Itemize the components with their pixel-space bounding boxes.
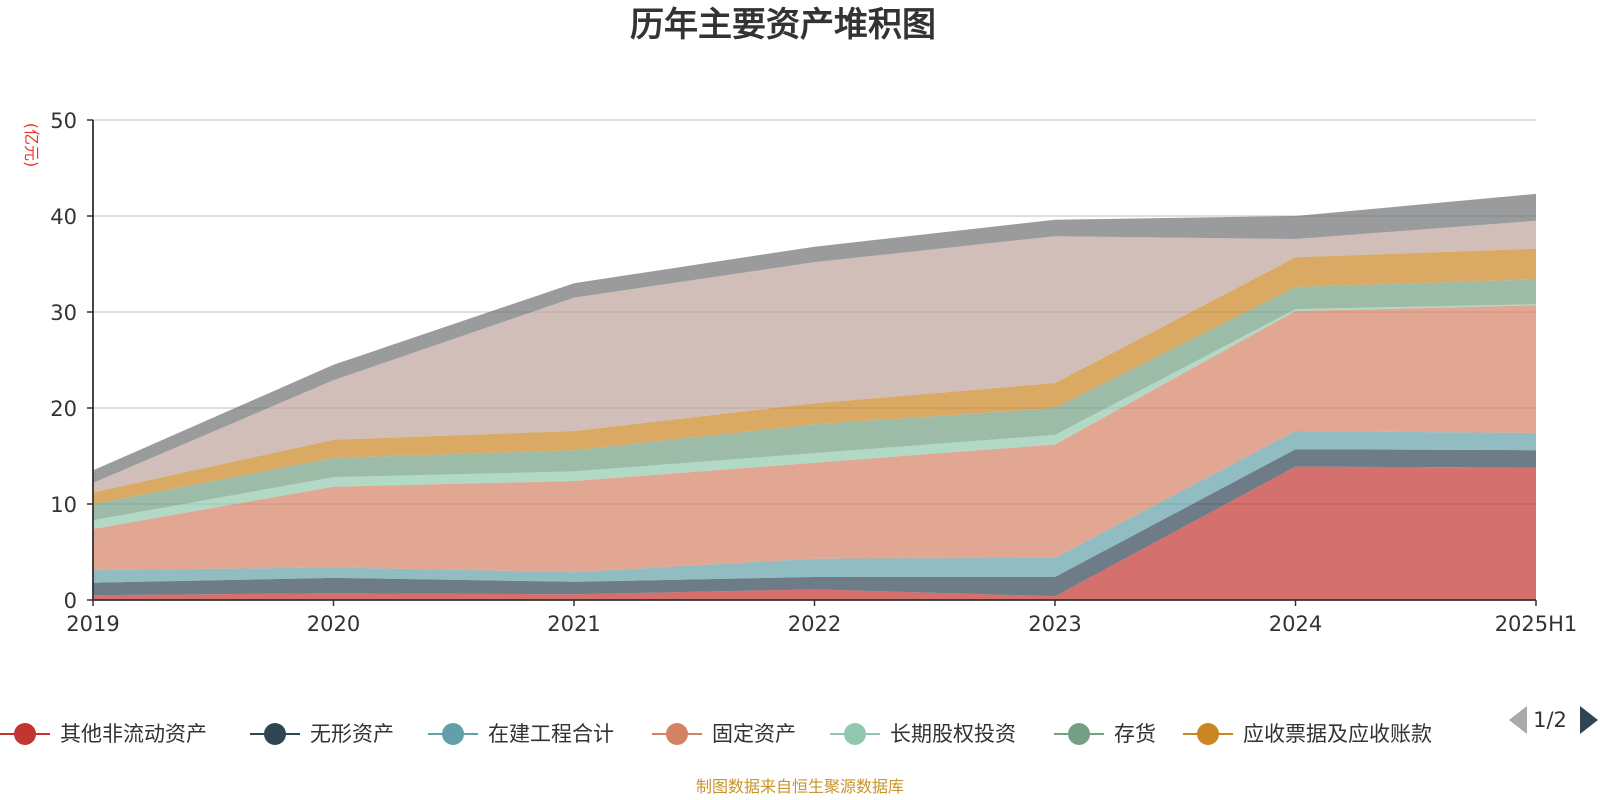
legend-item[interactable]: 应收票据及应收账款	[1183, 722, 1432, 746]
x-tick-label: 2025H1	[1495, 612, 1578, 636]
legend-item[interactable]: 其他非流动资产	[0, 722, 207, 746]
legend-page-indicator: 1/2	[1533, 708, 1567, 732]
area-series-2[interactable]	[93, 449, 1536, 597]
legend-dot-icon	[442, 723, 464, 745]
y-tick-label: 0	[64, 589, 77, 613]
legend-label: 在建工程合计	[488, 722, 614, 746]
y-tick-label: 20	[50, 397, 77, 421]
stacked-areas	[93, 193, 1536, 600]
x-tick-label: 2023	[1028, 612, 1081, 636]
legend-label: 其他非流动资产	[60, 722, 207, 746]
axes: 0 10 20 30 40 50 2019 2020 2021 2022 2023 2024 2025H…	[50, 109, 1577, 636]
legend-label: 固定资产	[712, 722, 796, 746]
x-tick-label: 2019	[66, 612, 119, 636]
legend-item[interactable]: 在建工程合计	[428, 722, 614, 746]
legend-pagination: 1/2	[1509, 706, 1598, 734]
legend-dot-icon	[14, 723, 36, 745]
legend-dot-icon	[1068, 723, 1090, 745]
x-tick-label: 2020	[307, 612, 360, 636]
y-tick-label: 30	[50, 301, 77, 325]
area-series-6[interactable]	[93, 279, 1536, 521]
legend-prev-page-icon[interactable]	[1509, 706, 1527, 734]
legend-next-page-icon[interactable]	[1580, 706, 1598, 734]
y-tick-label: 10	[50, 493, 77, 517]
x-tick-label: 2024	[1269, 612, 1322, 636]
area-series-3[interactable]	[93, 431, 1536, 583]
legend-item[interactable]: 存货	[1054, 722, 1156, 746]
area-series-1[interactable]	[93, 466, 1536, 600]
legend-label: 无形资产	[310, 722, 394, 746]
area-series-4[interactable]	[93, 305, 1536, 573]
y-tick-label: 50	[50, 109, 77, 133]
y-axis-unit-label: (亿元)	[22, 123, 41, 168]
legend-label: 存货	[1114, 722, 1156, 746]
area-series-8[interactable]	[93, 220, 1536, 493]
y-tick-label: 40	[50, 205, 77, 229]
area-series-7[interactable]	[93, 248, 1536, 504]
source-note: 制图数据来自恒生聚源数据库	[696, 777, 904, 796]
chart-title: 历年主要资产堆积图	[630, 5, 936, 45]
legend: 其他非流动资产 无形资产 在建工程合计 固定资产 长期股权投资 存货 应收票据及应收账款	[0, 722, 1432, 746]
legend-dot-icon	[666, 723, 688, 745]
legend-item[interactable]: 固定资产	[652, 722, 796, 746]
legend-item[interactable]: 长期股权投资	[830, 722, 1016, 746]
legend-label: 应收票据及应收账款	[1243, 722, 1432, 746]
x-tick-label: 2022	[788, 612, 841, 636]
legend-dot-icon	[844, 723, 866, 745]
legend-dot-icon	[264, 723, 286, 745]
x-tick-label: 2021	[547, 612, 600, 636]
legend-dot-icon	[1197, 723, 1219, 745]
legend-item[interactable]: 无形资产	[250, 722, 394, 746]
legend-label: 长期股权投资	[890, 722, 1016, 746]
area-series-9[interactable]	[93, 193, 1536, 483]
